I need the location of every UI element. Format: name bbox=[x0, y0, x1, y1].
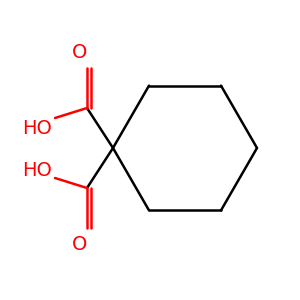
Text: O: O bbox=[72, 43, 88, 61]
Text: HO: HO bbox=[22, 160, 52, 179]
Text: O: O bbox=[72, 236, 88, 254]
Text: HO: HO bbox=[22, 118, 52, 137]
